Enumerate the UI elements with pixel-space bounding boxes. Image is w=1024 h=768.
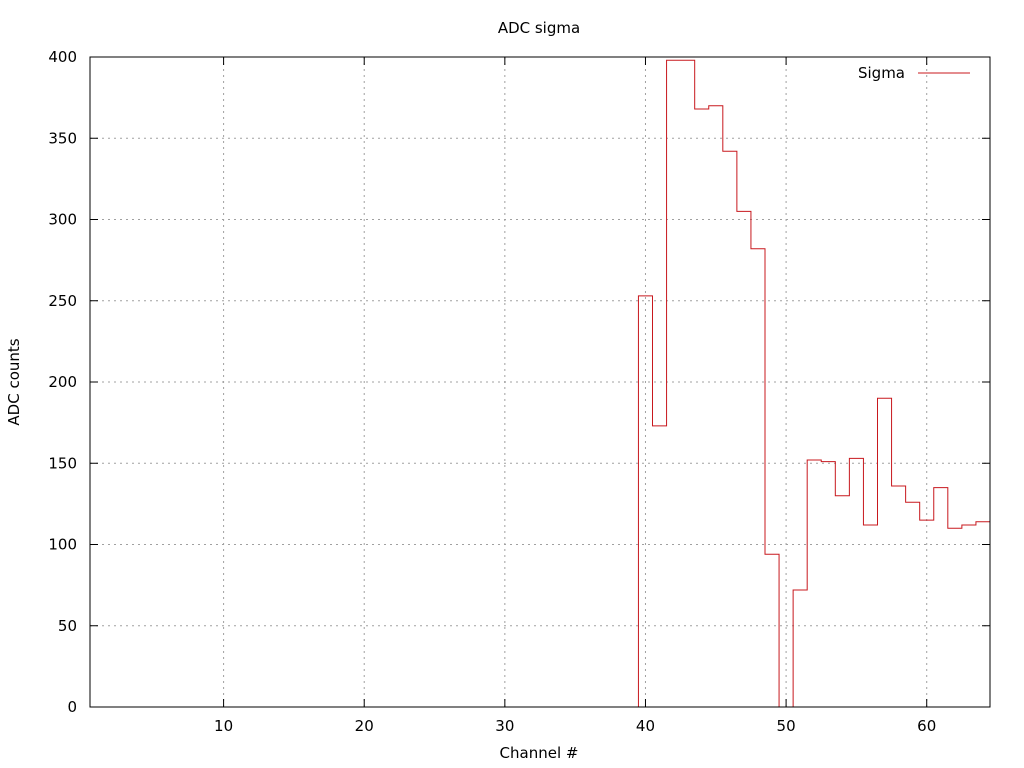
y-tick-label: 200 (48, 373, 77, 391)
x-tick-label: 40 (636, 717, 655, 735)
x-axis-label: Channel # (500, 744, 579, 762)
y-axis-label: ADC counts (5, 338, 23, 425)
series-layer (90, 59, 990, 708)
x-tick-label: 50 (777, 717, 796, 735)
y-tick-label: 300 (48, 211, 77, 229)
y-tick-label: 350 (48, 129, 77, 147)
series-line-sigma (90, 59, 990, 708)
x-tick-label: 10 (214, 717, 233, 735)
x-tick-label: 20 (355, 717, 374, 735)
y-tick-label: 100 (48, 536, 77, 554)
y-tick-label: 50 (58, 617, 77, 635)
tick-labels: 0 50 100 150 200 250 300 350 400 10 20 30 40 50 60 (48, 48, 936, 735)
chart-title: ADC sigma (498, 19, 580, 37)
y-tick-label: 0 (67, 698, 77, 716)
x-tick-label: 60 (917, 717, 936, 735)
grid (90, 57, 990, 707)
x-tick-label: 30 (495, 717, 514, 735)
legend: Sigma (858, 64, 970, 82)
legend-label: Sigma (858, 64, 905, 82)
y-tick-label: 150 (48, 454, 77, 472)
plot-frame (89, 56, 991, 708)
y-tick-label: 250 (48, 292, 77, 310)
y-tick-label: 400 (48, 48, 77, 66)
